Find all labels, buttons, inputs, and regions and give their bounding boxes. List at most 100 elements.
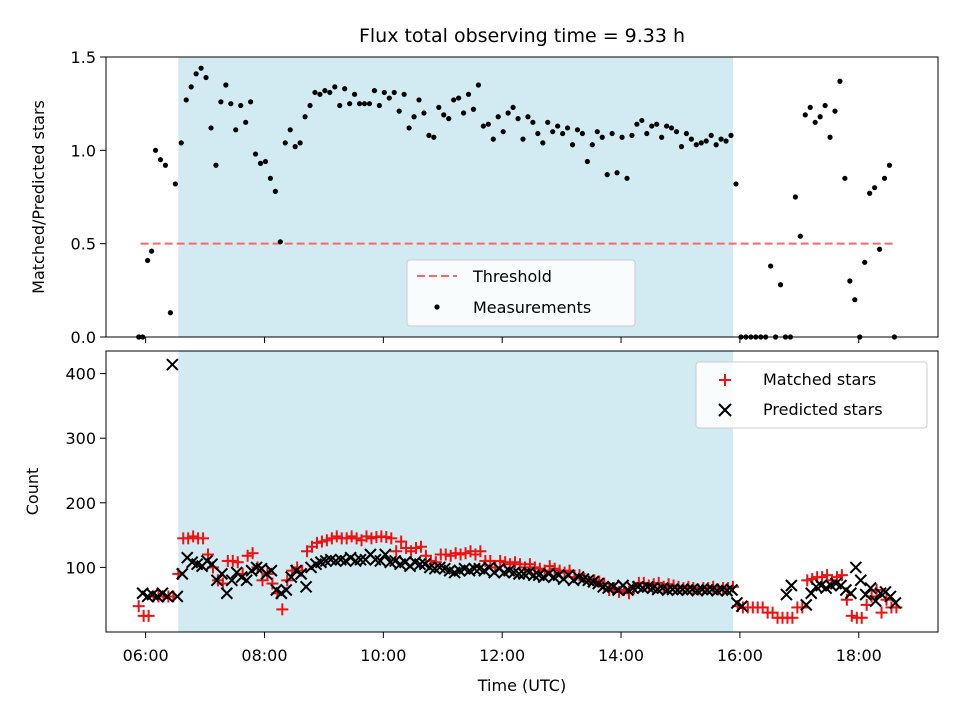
measurement-point — [157, 157, 164, 163]
measurement-point — [886, 162, 893, 168]
measurement-point — [584, 158, 590, 165]
measurement-point — [480, 123, 486, 129]
predicted-star-marker — [884, 590, 897, 603]
measurement-point — [167, 310, 173, 316]
matched-star-marker — [390, 545, 403, 558]
measurement-point — [629, 132, 635, 138]
predicted-star-marker — [527, 568, 541, 582]
measurement-point — [872, 185, 878, 191]
measurement-point — [624, 175, 630, 181]
predicted-star-marker — [725, 583, 739, 597]
measurement-point — [426, 132, 432, 138]
measurement-point — [198, 65, 204, 71]
predicted-star-marker — [265, 564, 278, 577]
measurement-point — [416, 97, 422, 103]
measurement-point — [213, 162, 219, 168]
predicted-star-marker — [294, 567, 308, 581]
measurement-point — [188, 84, 194, 90]
measurement-point — [208, 125, 214, 131]
measurement-point — [248, 99, 254, 105]
measurement-point — [172, 181, 178, 187]
predicted-star-marker — [696, 583, 709, 596]
measurement-point — [505, 110, 511, 116]
measurement-point — [555, 123, 561, 129]
measurement-point — [723, 138, 729, 144]
predicted-star-marker — [171, 590, 184, 603]
measurement-point — [817, 114, 823, 120]
predicted-star-marker — [210, 574, 224, 587]
measurement-point — [673, 129, 680, 135]
measurement-point — [277, 239, 283, 245]
measurement-point — [495, 114, 501, 120]
measurement-point — [564, 125, 571, 131]
x-tick-label: 16:00 — [717, 646, 763, 665]
measurement-point — [451, 97, 457, 103]
predicted-stars-series — [136, 358, 902, 613]
predicted-star-marker — [666, 583, 679, 596]
measurement-point — [272, 188, 278, 194]
predicted-star-marker — [240, 574, 253, 587]
measurement-point — [386, 95, 392, 101]
matched-star-marker — [395, 535, 408, 548]
measurement-point — [733, 181, 739, 187]
predicted-star-marker — [676, 583, 689, 596]
measurement-point — [619, 134, 625, 140]
predicted-star-marker — [859, 588, 872, 601]
measurement-point — [406, 125, 412, 131]
predicted-star-marker — [285, 570, 298, 584]
measurement-point — [193, 71, 199, 77]
x-tick-label: 14:00 — [598, 646, 644, 665]
measurement-point — [292, 144, 298, 150]
x-axis-label: Time (UTC) — [477, 676, 566, 695]
measurement-point — [520, 136, 526, 142]
y-tick-label: 0.0 — [71, 328, 96, 347]
predicted-star-marker — [800, 598, 813, 612]
measurement-point — [312, 89, 318, 96]
matched-star-marker — [276, 603, 289, 616]
measurement-point — [436, 104, 442, 110]
measurement-point — [361, 101, 368, 107]
measurement-point — [683, 130, 690, 137]
measurement-point — [282, 140, 288, 146]
measurement-point — [867, 190, 873, 196]
predicted-star-marker — [844, 587, 858, 600]
measurement-point — [881, 175, 888, 181]
measurement-point — [475, 82, 482, 88]
measurement-point — [649, 123, 655, 129]
measurement-point — [401, 91, 407, 97]
measurement-point — [634, 121, 640, 127]
y-tick-label: 200 — [65, 494, 96, 513]
matched-star-marker — [246, 547, 259, 560]
matched-star-marker — [202, 548, 215, 561]
matched-star-marker — [231, 556, 244, 569]
predicted-star-marker — [374, 554, 387, 568]
measurement-point — [847, 278, 853, 284]
measurement-point — [678, 144, 685, 150]
predicted-star-marker — [735, 599, 749, 613]
predicted-star-marker — [805, 587, 818, 600]
predicted-star-marker — [161, 590, 174, 603]
measurement-point — [317, 91, 323, 97]
measurement-point — [252, 151, 259, 157]
threshold-legend-label: Threshold — [472, 267, 552, 286]
measurement-point — [332, 84, 338, 90]
measurement-point — [302, 114, 308, 120]
predicted-star-marker — [166, 358, 179, 371]
measurement-point — [490, 136, 496, 142]
measurement-point — [233, 127, 239, 133]
measurement-point — [703, 138, 709, 144]
measurement-point — [713, 142, 719, 148]
measurement-point — [347, 101, 353, 107]
measurement-point — [223, 82, 229, 88]
measurement-point — [162, 162, 169, 168]
measurement-point — [852, 297, 858, 303]
measurement-point — [218, 99, 224, 105]
matched-legend-label: Matched stars — [763, 370, 876, 389]
measurement-point — [287, 127, 293, 133]
measurement-point — [356, 101, 363, 107]
measurement-point — [470, 106, 477, 112]
top-y-axis-label: Matched/Predicted stars — [29, 100, 48, 294]
measurement-point — [145, 257, 151, 264]
measurement-point — [876, 246, 883, 252]
